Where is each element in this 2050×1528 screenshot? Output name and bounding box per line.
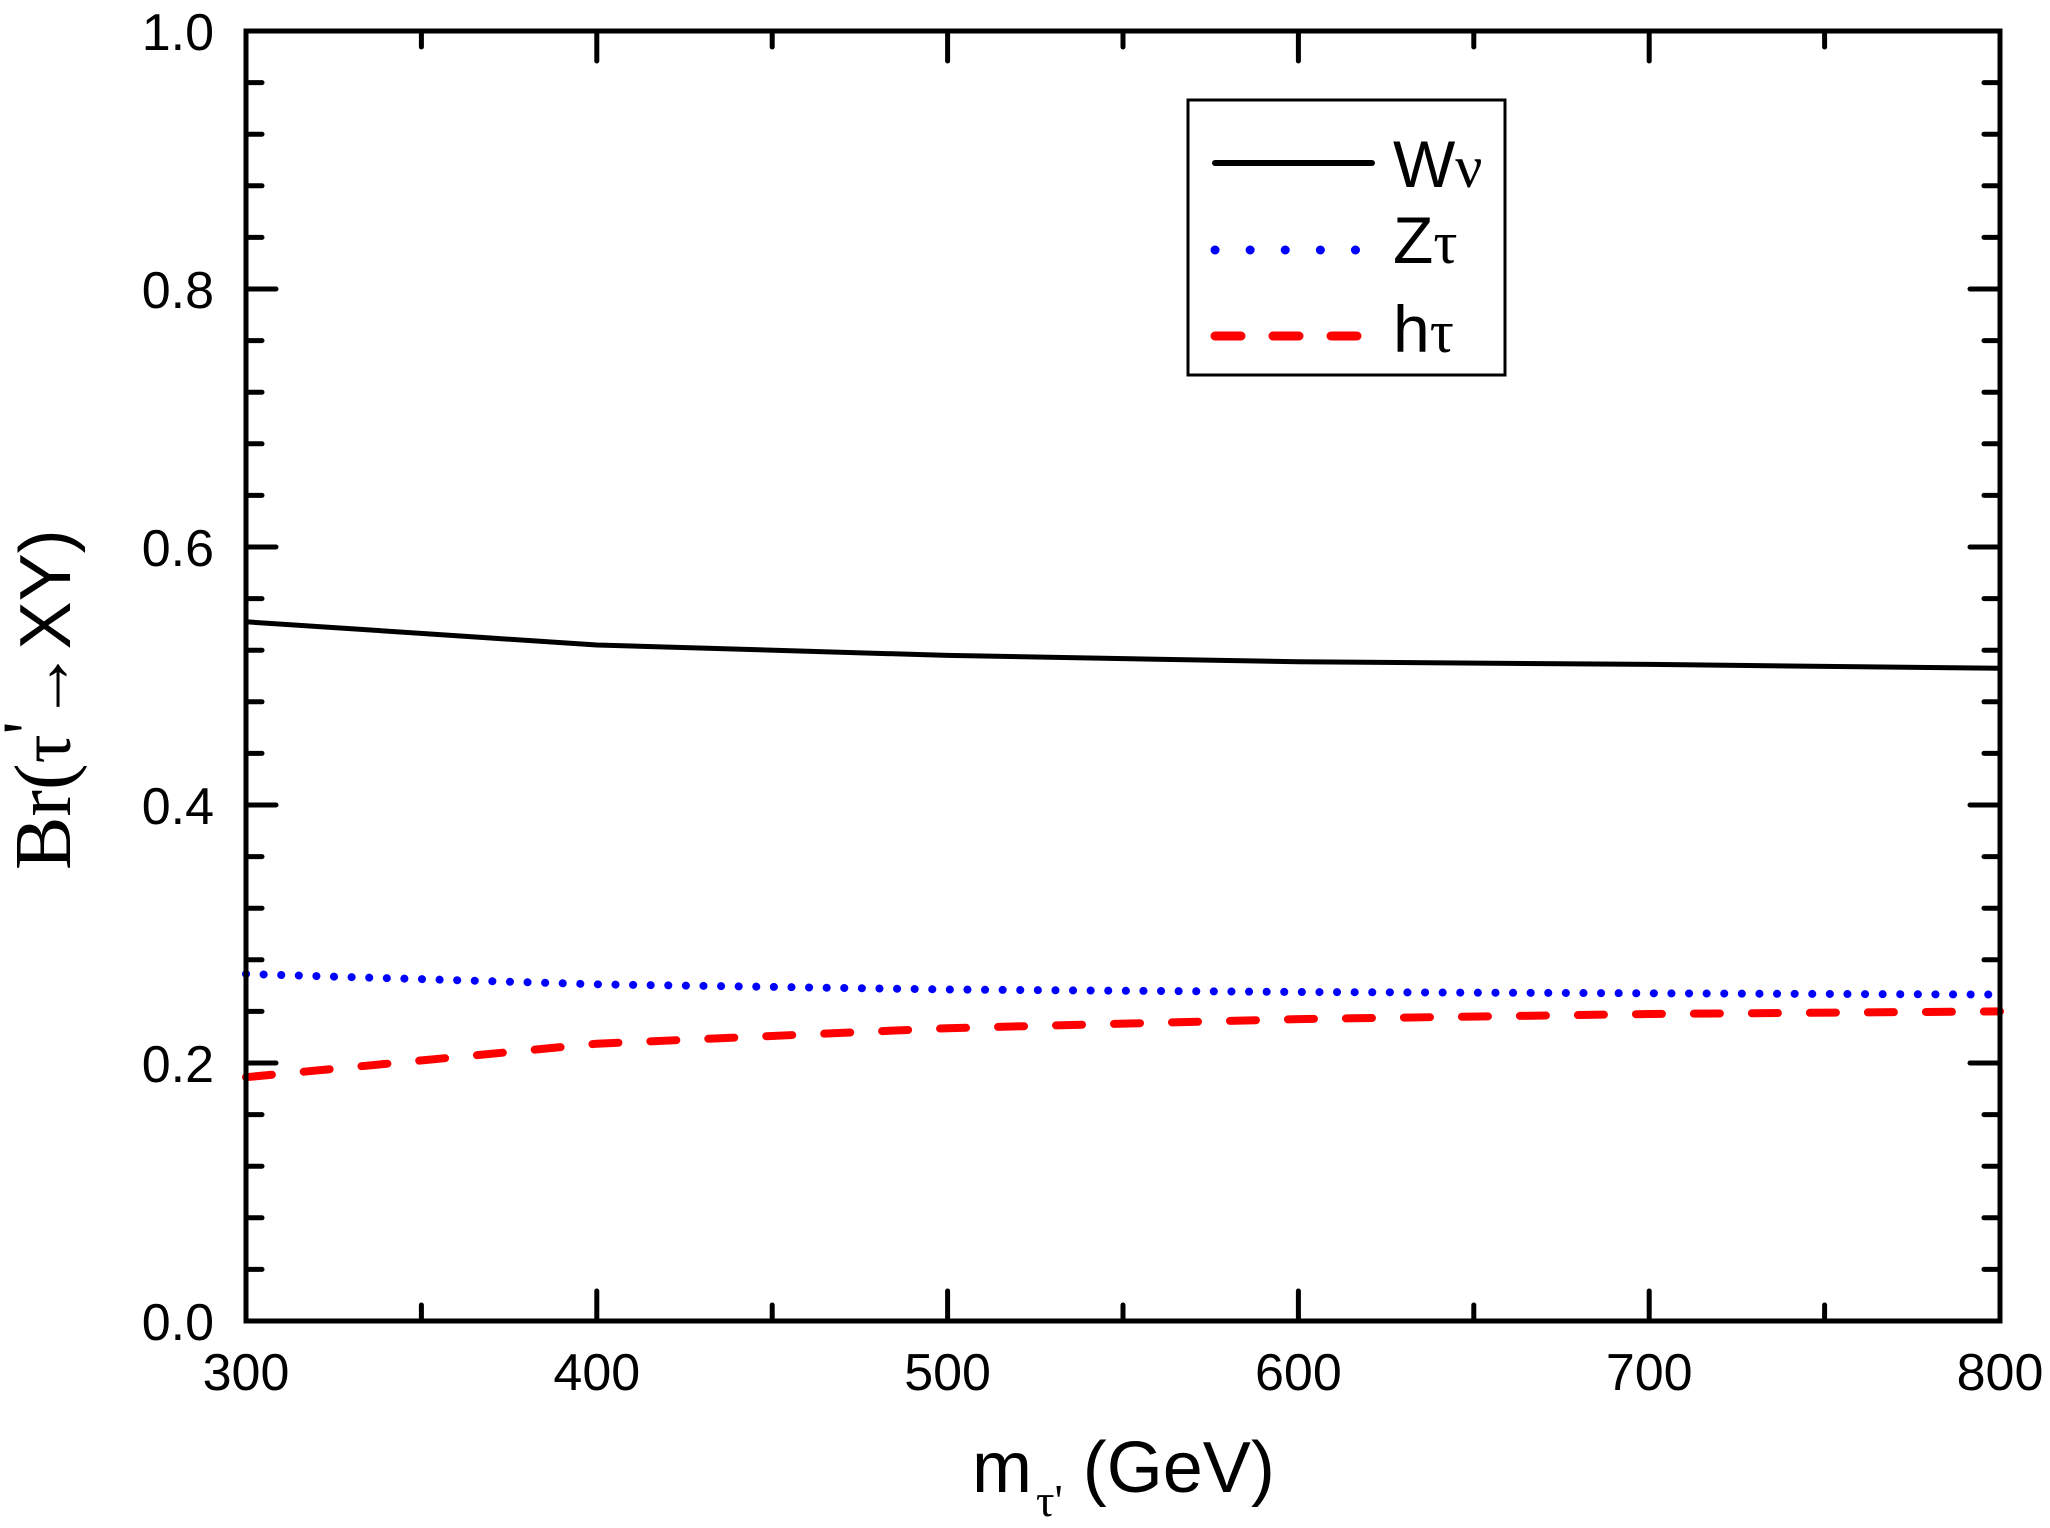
y-axis-title-particle: τ [6,734,86,763]
x-tick-label: 300 [203,1344,290,1402]
y-tick-label: 0.2 [142,1036,214,1094]
axis-ticks [243,28,2003,1324]
y-axis-title-suffix: XY) [6,529,86,649]
legend-label-wv-main: W [1393,127,1456,201]
y-tick-labels: 0.0 0.2 0.4 0.6 0.8 1.0 [142,4,214,1352]
y-axis-title-prime: ' [0,721,68,734]
legend-label-ztau-main: Z [1393,203,1433,277]
legend: Wν Zτ hτ [1186,98,1507,377]
x-axis-title-subscript: τ' [1036,1475,1063,1526]
y-axis-title: Br(τ'→XY) [0,529,88,870]
x-axis-title-suffix: (GeV) [1063,1428,1275,1508]
y-axis-title-prefix: Br( [0,763,88,870]
series-line-wv [243,619,2003,671]
x-tick-label: 500 [904,1344,991,1402]
y-tick-label: 1.0 [142,4,214,62]
x-tick-labels: 300 400 500 600 700 800 [203,1344,2044,1402]
x-tick-label: 700 [1606,1344,1693,1402]
x-tick-label: 400 [553,1344,640,1402]
series-lines [242,619,2004,1082]
legend-label-wv: Wν [1393,127,1482,201]
x-axis-title-main: m [972,1428,1032,1508]
y-tick-label: 0.8 [142,262,214,320]
x-tick-label: 800 [1957,1344,2044,1402]
legend-label-htau-greek: τ [1430,299,1454,365]
series-line-ztau [242,970,2004,999]
x-tick-label: 600 [1255,1344,1342,1402]
y-tick-label: 0.4 [142,778,214,836]
series-line-htau [242,1007,2004,1082]
legend-label-htau: hτ [1393,292,1454,366]
legend-label-ztau: Zτ [1393,203,1457,277]
legend-label-wv-greek: ν [1455,134,1482,200]
y-tick-label: 0.0 [142,1294,214,1352]
legend-label-htau-main: h [1393,292,1430,366]
y-tick-label: 0.6 [142,520,214,578]
legend-label-ztau-greek: τ [1433,210,1457,276]
plot-frame [243,28,2003,1324]
y-axis-title-arrow: → [6,649,86,721]
legend-box [1186,98,1507,377]
x-axis-title: mτ' (GeV) [972,1428,1275,1526]
